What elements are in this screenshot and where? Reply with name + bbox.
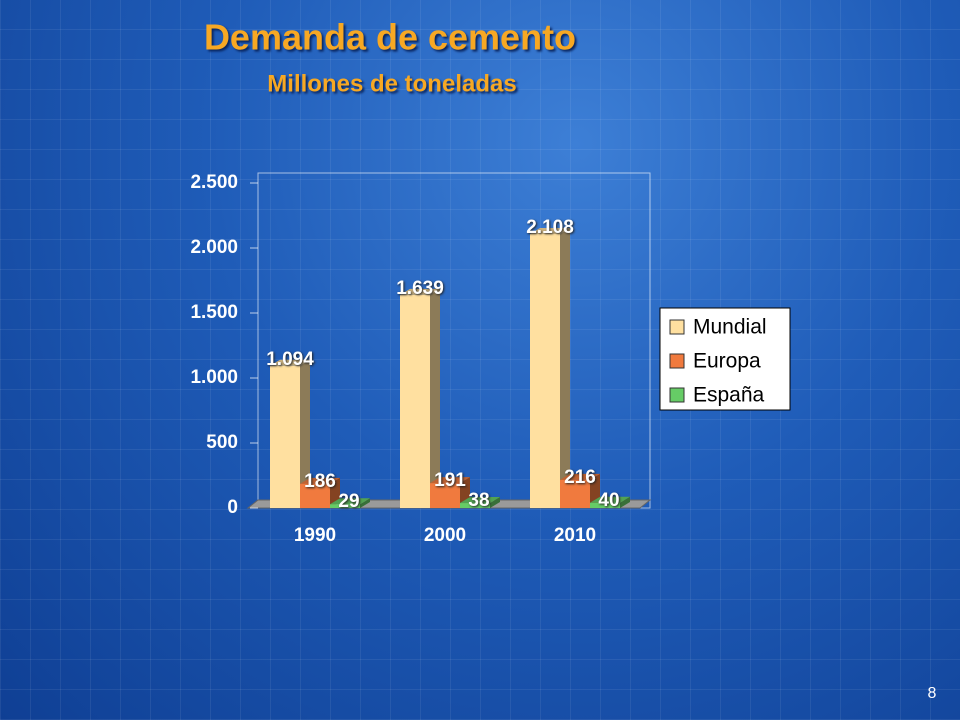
bar-side [360,498,370,508]
bar [300,483,330,508]
bar-top [590,496,630,503]
bar [430,483,460,508]
legend-label: Mundial [693,316,767,339]
bar-top [560,473,600,480]
bar-top [460,497,500,504]
value-label: 38 [468,490,489,511]
page-number: 8 [928,685,937,702]
bar-top [270,359,310,366]
bar [270,365,300,508]
bar-side [430,288,440,508]
legend-swatch [669,319,685,335]
x-tick-label: 2000 [424,525,466,546]
value-label: 2.108 [526,217,574,238]
legend-label: Europa [693,350,761,373]
bar-top [300,477,340,484]
legend-swatch [669,387,685,403]
x-tick-label: 1990 [294,525,336,546]
bar-top [330,498,370,505]
y-tick-label: 2.000 [190,237,238,258]
value-label: 1.094 [266,349,314,370]
value-label: 29 [338,491,359,512]
bar [460,503,490,508]
bar [530,233,560,508]
bar-side [560,227,570,508]
y-tick-label: 500 [206,432,238,453]
y-tick-label: 2.500 [190,172,238,193]
legend-label: España [693,384,765,407]
value-label: 216 [564,467,596,488]
bar [590,502,620,508]
bar-top [430,477,470,484]
value-label: 40 [598,490,619,511]
y-tick-label: 0 [227,497,238,518]
bar-top [530,227,570,234]
y-tick-label: 1.000 [190,367,238,388]
bar-top [400,288,440,295]
x-tick-label: 2010 [554,525,596,546]
bar [560,479,590,508]
y-tick-label: 1.500 [190,302,238,323]
value-label: 1.639 [396,278,444,299]
bar-side [300,359,310,508]
chart-subtitle: Millones de toneladas [267,70,516,97]
value-label: 191 [434,470,466,491]
legend-swatch [669,353,685,369]
plot-frame [257,172,651,509]
bar-side [490,497,500,508]
bar-side [620,496,630,508]
bar [400,294,430,508]
bar [330,504,360,508]
chart-title: Demanda de cemento [204,17,576,58]
value-label: 186 [304,471,336,492]
